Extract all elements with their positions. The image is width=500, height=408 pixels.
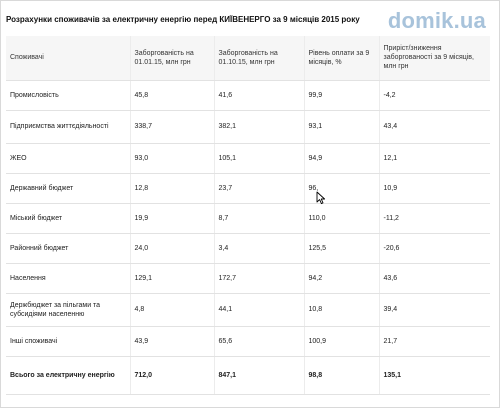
- cell-payment-level: 94,9: [304, 143, 380, 174]
- cell-debt-change: 21,7: [379, 326, 490, 357]
- table-row: Державний бюджет 12,8 23,7 96, 10,9: [6, 173, 490, 204]
- cell-debt-jan: 4,8: [130, 293, 215, 327]
- table-row: ЖЕО 93,0 105,1 94,9 12,1: [6, 143, 490, 174]
- table-row: Підприємства життєдіяльності 338,7 382,1…: [6, 110, 490, 144]
- table-row: Промисловість 45,8 41,6 99,9 -4,2: [6, 80, 490, 111]
- mouse-pointer-icon: [316, 191, 326, 205]
- cell-debt-oct: 3,4: [214, 233, 305, 264]
- cell-debt-jan: 45,8: [130, 80, 215, 111]
- cell-consumer: Держбюджет за пільгами та субсидіями нас…: [6, 293, 131, 327]
- cell-debt-change: -20,6: [379, 233, 490, 264]
- cell-payment-level: 110,0: [304, 203, 380, 234]
- cell-debt-oct: 382,1: [214, 110, 305, 144]
- cell-debt-change: 39,4: [379, 293, 490, 327]
- cell-consumer: Державний бюджет: [6, 173, 131, 204]
- cell-debt-jan: 12,8: [130, 173, 215, 204]
- cell-payment-level: 100,9: [304, 326, 380, 357]
- cell-payment-level: 94,2: [304, 263, 380, 294]
- cell-debt-jan: 19,9: [130, 203, 215, 234]
- header-debt-jan: Заборгованість на 01.01.15, млн грн: [130, 36, 215, 81]
- header-consumers: Споживачі: [6, 36, 131, 81]
- cell-consumer: Промисловість: [6, 80, 131, 111]
- cell-debt-oct: 105,1: [214, 143, 305, 174]
- cell-consumer: Районний бюджет: [6, 233, 131, 264]
- cell-debt-change: 10,9: [379, 173, 490, 204]
- cell-debt-jan: 93,0: [130, 143, 215, 174]
- cell-debt-oct: 65,6: [214, 326, 305, 357]
- cell-debt-oct: 44,1: [214, 293, 305, 327]
- cell-debt-oct: 847,1: [214, 356, 305, 395]
- cell-debt-change: 43,6: [379, 263, 490, 294]
- cell-debt-jan: 338,7: [130, 110, 215, 144]
- header-payment-level: Рівень оплати за 9 місяців, %: [304, 36, 380, 81]
- cell-debt-jan: 43,9: [130, 326, 215, 357]
- table-row: Міський бюджет 19,9 8,7 110,0 -11,2: [6, 203, 490, 234]
- cell-payment-level: 99,9: [304, 80, 380, 111]
- cell-payment-level: 96,: [304, 173, 380, 204]
- cell-debt-jan: 24,0: [130, 233, 215, 264]
- table-total-row: Всього за електричну енергію 712,0 847,1…: [6, 356, 490, 395]
- cell-debt-change: 135,1: [379, 356, 490, 395]
- cell-payment-level: 93,1: [304, 110, 380, 144]
- cell-payment-level: 10,8: [304, 293, 380, 327]
- cell-debt-change: 12,1: [379, 143, 490, 174]
- cell-consumer: Підприємства життєдіяльності: [6, 110, 131, 144]
- watermark-logo: domik.ua: [387, 8, 486, 33]
- cell-payment-level: 98,8: [304, 356, 380, 395]
- table-row: Населення 129,1 172,7 94,2 43,6: [6, 263, 490, 294]
- cell-debt-oct: 41,6: [214, 80, 305, 111]
- cell-debt-jan: 712,0: [130, 356, 215, 395]
- cell-debt-oct: 23,7: [214, 173, 305, 204]
- table-row: Держбюджет за пільгами та субсидіями нас…: [6, 293, 490, 327]
- table-row: Інші споживачі 43,9 65,6 100,9 21,7: [6, 326, 490, 357]
- page-title: Розрахунки споживачів за електричну енер…: [6, 15, 360, 24]
- cell-debt-change: 43,4: [379, 110, 490, 144]
- cell-consumer: Міський бюджет: [6, 203, 131, 234]
- table-header-row: Споживачі Заборгованість на 01.01.15, мл…: [6, 36, 490, 81]
- table-row: Районний бюджет 24,0 3,4 125,5 -20,6: [6, 233, 490, 264]
- header-debt-oct: Заборгованість на 01.10.15, млн грн: [214, 36, 305, 81]
- cell-debt-oct: 172,7: [214, 263, 305, 294]
- cell-consumer: ЖЕО: [6, 143, 131, 174]
- header-debt-change: Приріст/зниження заборгованості за 9 міс…: [379, 36, 490, 81]
- cell-debt-oct: 8,7: [214, 203, 305, 234]
- cell-consumer: Інші споживачі: [6, 326, 131, 357]
- cell-consumer: Всього за електричну енергію: [6, 356, 131, 395]
- cell-debt-change: -11,2: [379, 203, 490, 234]
- cell-debt-jan: 129,1: [130, 263, 215, 294]
- cell-debt-change: -4,2: [379, 80, 490, 111]
- cell-consumer: Населення: [6, 263, 131, 294]
- consumer-debt-table: Споживачі Заборгованість на 01.01.15, мл…: [6, 36, 490, 395]
- cell-payment-level: 125,5: [304, 233, 380, 264]
